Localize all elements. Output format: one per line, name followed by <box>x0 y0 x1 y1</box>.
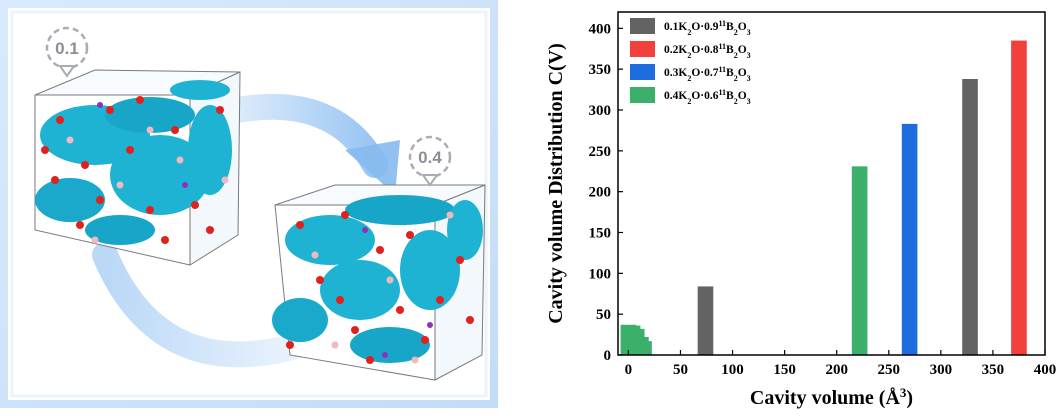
legend: 0.1K2O·0.911B2O3 0.2K2O·0.811B2O3 0.3K2O·0… <box>630 18 751 106</box>
bar-series4-6 <box>636 341 652 355</box>
legend-label: 0.2K2O·0.811B2O3 <box>664 42 751 60</box>
x-tick-label: 200 <box>825 362 848 378</box>
bar-series3-1 <box>901 123 918 355</box>
x-tick-label: 100 <box>721 362 744 378</box>
x-axis-title: Cavity volume (Å3) <box>750 385 913 410</box>
chart-svg: 0 50 100 150 200 250 300 350 400 0 50 100 150 200 250 3… <box>545 11 1057 410</box>
y-tick-label: 300 <box>589 103 612 119</box>
y-tick-label: 0 <box>604 348 612 364</box>
legend-swatch <box>630 18 655 34</box>
x-tick-label: 350 <box>982 362 1005 378</box>
x-tick-label: 300 <box>930 362 953 378</box>
y-tick-label: 200 <box>589 185 612 201</box>
panel-frame <box>0 0 498 408</box>
bars-layer <box>620 40 1027 355</box>
cavity-distribution-chart: 0 50 100 150 200 250 300 350 400 0 50 100 150 200 250 3… <box>500 0 1057 411</box>
y-tick-label: 250 <box>589 144 612 160</box>
x-tick-label: 250 <box>878 362 901 378</box>
legend-swatch <box>630 87 655 103</box>
legend-label: 0.4K2O·0.611B2O3 <box>664 88 751 106</box>
arrow-lower <box>92 242 313 368</box>
illustration-svg: 0.1 0.4 <box>0 0 498 408</box>
x-tick-label: 150 <box>773 362 796 378</box>
ticks-layer: 0 50 100 150 200 250 300 350 400 0 50 100 150 200 250 3… <box>589 21 1057 378</box>
x-tick-label: 0 <box>625 362 633 378</box>
plot-frame <box>617 11 1046 356</box>
y-axis-title: Cavity volume Distribution C(V) <box>545 43 567 324</box>
legend-label: 0.1K2O·0.911B2O3 <box>664 19 751 37</box>
bar-series1-1 <box>697 286 714 355</box>
y-tick-label: 50 <box>596 307 611 323</box>
bar-series4-1 <box>851 166 868 355</box>
bar-series1-2 <box>962 78 978 355</box>
y-tick-label: 100 <box>589 266 612 282</box>
bar-series2-1 <box>1011 40 1027 355</box>
y-tick-label: 400 <box>589 21 612 37</box>
badge-a: 0.1 <box>45 26 89 78</box>
legend-swatch <box>630 64 655 80</box>
y-tick-label: 350 <box>589 62 612 78</box>
x-tick-label: 50 <box>673 362 688 378</box>
simulation-illustration: 0.1 0.4 <box>0 0 500 411</box>
structure-cube-a <box>34 69 241 266</box>
legend-label: 0.3K2O·0.711B2O3 <box>664 65 751 83</box>
legend-swatch <box>630 41 655 57</box>
structure-cube-b <box>272 184 486 381</box>
x-tick-label: 400 <box>1034 362 1057 378</box>
badge-b-label: 0.4 <box>418 148 442 167</box>
badge-b: 0.4 <box>408 135 452 187</box>
badge-a-label: 0.1 <box>55 39 79 58</box>
y-tick-label: 150 <box>589 226 612 242</box>
